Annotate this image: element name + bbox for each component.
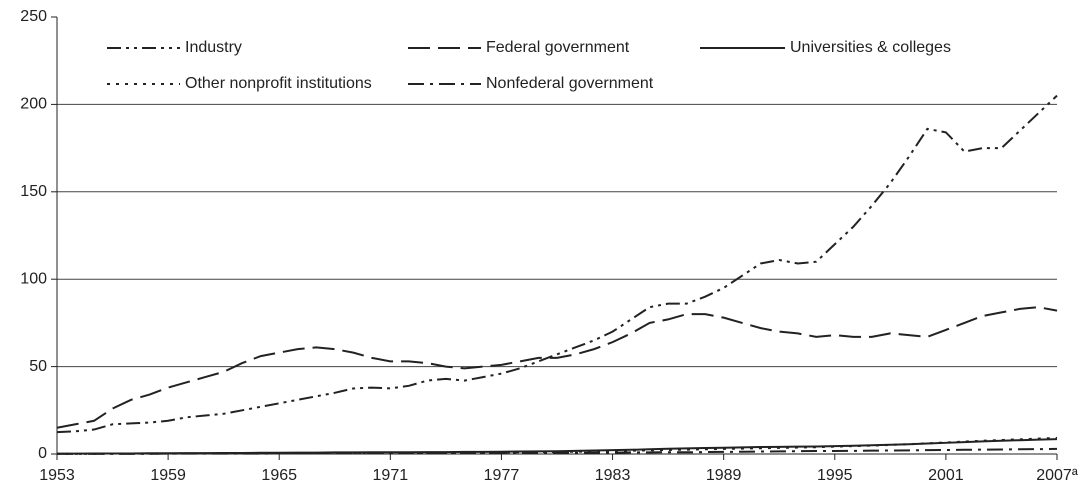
x-tick-label: 1977 xyxy=(484,467,520,484)
y-tick-label: 50 xyxy=(29,358,47,375)
y-tick-label: 250 xyxy=(20,8,47,25)
x-tick-label: 1989 xyxy=(706,467,742,484)
series-line xyxy=(56,306,1058,429)
x-tick-label: 1995 xyxy=(817,467,853,484)
x-tick-label: 1971 xyxy=(373,467,409,484)
series-line xyxy=(57,438,1058,455)
y-tick-label: 0 xyxy=(38,445,47,462)
x-tick-label: 2001 xyxy=(928,467,964,484)
series-line xyxy=(56,94,1058,434)
legend-label: Other nonprofit institutions xyxy=(185,75,372,92)
x-tick-label: 1959 xyxy=(150,467,186,484)
y-tick-label: 150 xyxy=(20,183,47,200)
x-tick-label: 1965 xyxy=(261,467,297,484)
x-tick-label: 1983 xyxy=(595,467,631,484)
series-line xyxy=(57,447,1058,455)
legend-label: Industry xyxy=(185,39,242,56)
legend-label: Universities & colleges xyxy=(790,39,951,56)
legend-label: Nonfederal government xyxy=(486,75,654,92)
y-tick-label: 200 xyxy=(20,96,47,113)
y-tick-label: 100 xyxy=(20,270,47,287)
x-tick-label: 2007ª xyxy=(1036,467,1078,484)
x-tick-label: 1953 xyxy=(39,467,75,484)
legend-label: Federal government xyxy=(486,39,630,56)
